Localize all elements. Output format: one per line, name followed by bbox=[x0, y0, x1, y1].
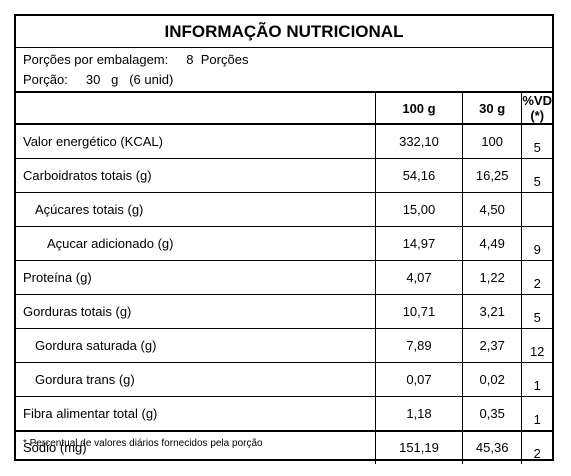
table-row: Valor energético (KCAL) 332,10 100 5 bbox=[16, 124, 552, 159]
value-100g: 14,97 bbox=[375, 226, 463, 261]
value-vd bbox=[521, 192, 552, 227]
panel-title: INFORMAÇÃO NUTRICIONAL bbox=[16, 16, 552, 48]
servings-per-package: Porções por embalagem: 8 Porções bbox=[23, 52, 249, 67]
value-100g: 0,07 bbox=[375, 362, 463, 397]
nutrient-name: Fibra alimentar total (g) bbox=[16, 396, 376, 431]
value-30g: 4,50 bbox=[461, 192, 522, 227]
nutrient-name: Gordura trans (g) bbox=[16, 362, 376, 397]
table-row: Açucar adicionado (g) 14,97 4,49 9 bbox=[16, 226, 552, 261]
value-vd: 1 bbox=[521, 396, 552, 431]
nutrient-name: Sódio (mg) bbox=[16, 430, 376, 464]
nutrient-name: Gorduras totais (g) bbox=[16, 294, 376, 329]
value-vd: 1 bbox=[521, 362, 552, 397]
column-header-nutrient bbox=[16, 93, 376, 125]
table-row: Gorduras totais (g) 10,71 3,21 5 bbox=[16, 294, 552, 329]
footer-divider bbox=[16, 430, 552, 432]
value-vd: 9 bbox=[521, 226, 552, 261]
serving-size: Porção: 30 g (6 unid) bbox=[23, 72, 174, 87]
value-100g: 1,18 bbox=[375, 396, 463, 431]
value-vd: 12 bbox=[521, 328, 552, 363]
value-100g: 7,89 bbox=[375, 328, 463, 363]
value-vd: 5 bbox=[521, 294, 552, 329]
value-30g: 2,37 bbox=[461, 328, 522, 363]
value-30g: 100 bbox=[461, 124, 522, 159]
nutrition-table: 100 g 30 g %VD (*) Valor energético (KCA… bbox=[16, 93, 552, 464]
value-30g: 16,25 bbox=[461, 158, 522, 193]
nutrient-name: Açucar adicionado (g) bbox=[16, 226, 376, 261]
column-header-vd: %VD (*) bbox=[521, 93, 552, 125]
footnote: * Percentual de valores diários fornecid… bbox=[23, 438, 263, 449]
value-100g: 151,19 bbox=[375, 430, 463, 464]
nutrient-name: Açúcares totais (g) bbox=[16, 192, 376, 227]
value-30g: 0,02 bbox=[461, 362, 522, 397]
value-100g: 54,16 bbox=[375, 158, 463, 193]
value-30g: 45,36 bbox=[461, 430, 522, 464]
table-row: Fibra alimentar total (g) 1,18 0,35 1 bbox=[16, 396, 552, 431]
value-vd: 5 bbox=[521, 158, 552, 193]
column-header-100g: 100 g bbox=[375, 93, 463, 125]
column-header-30g: 30 g bbox=[461, 93, 522, 125]
nutrient-name: Carboidratos totais (g) bbox=[16, 158, 376, 193]
value-vd: 2 bbox=[521, 260, 552, 295]
table-row: Gordura saturada (g) 7,89 2,37 12 bbox=[16, 328, 552, 363]
value-vd: 5 bbox=[521, 124, 552, 159]
table-row: Gordura trans (g) 0,07 0,02 1 bbox=[16, 362, 552, 397]
value-30g: 4,49 bbox=[461, 226, 522, 261]
value-100g: 4,07 bbox=[375, 260, 463, 295]
table-row: Carboidratos totais (g) 54,16 16,25 5 bbox=[16, 158, 552, 193]
value-100g: 15,00 bbox=[375, 192, 463, 227]
value-100g: 10,71 bbox=[375, 294, 463, 329]
value-100g: 332,10 bbox=[375, 124, 463, 159]
nutrient-name: Gordura saturada (g) bbox=[16, 328, 376, 363]
value-30g: 0,35 bbox=[461, 396, 522, 431]
table-header-row: 100 g 30 g %VD (*) bbox=[16, 93, 552, 125]
table-row: Sódio (mg) 151,19 45,36 2 bbox=[16, 430, 552, 464]
nutrient-name: Proteína (g) bbox=[16, 260, 376, 295]
nutrition-facts-panel: INFORMAÇÃO NUTRICIONAL Porções por embal… bbox=[14, 14, 554, 464]
value-vd: 2 bbox=[521, 430, 552, 464]
table-body: Valor energético (KCAL) 332,10 100 5 Carboid… bbox=[16, 124, 552, 464]
table-row: Proteína (g) 4,07 1,22 2 bbox=[16, 260, 552, 295]
value-30g: 3,21 bbox=[461, 294, 522, 329]
nutrient-name: Valor energético (KCAL) bbox=[23, 134, 163, 149]
table-row: Açúcares totais (g) 15,00 4,50 bbox=[16, 192, 552, 227]
header-divider bbox=[16, 91, 552, 93]
value-30g: 1,22 bbox=[461, 260, 522, 295]
